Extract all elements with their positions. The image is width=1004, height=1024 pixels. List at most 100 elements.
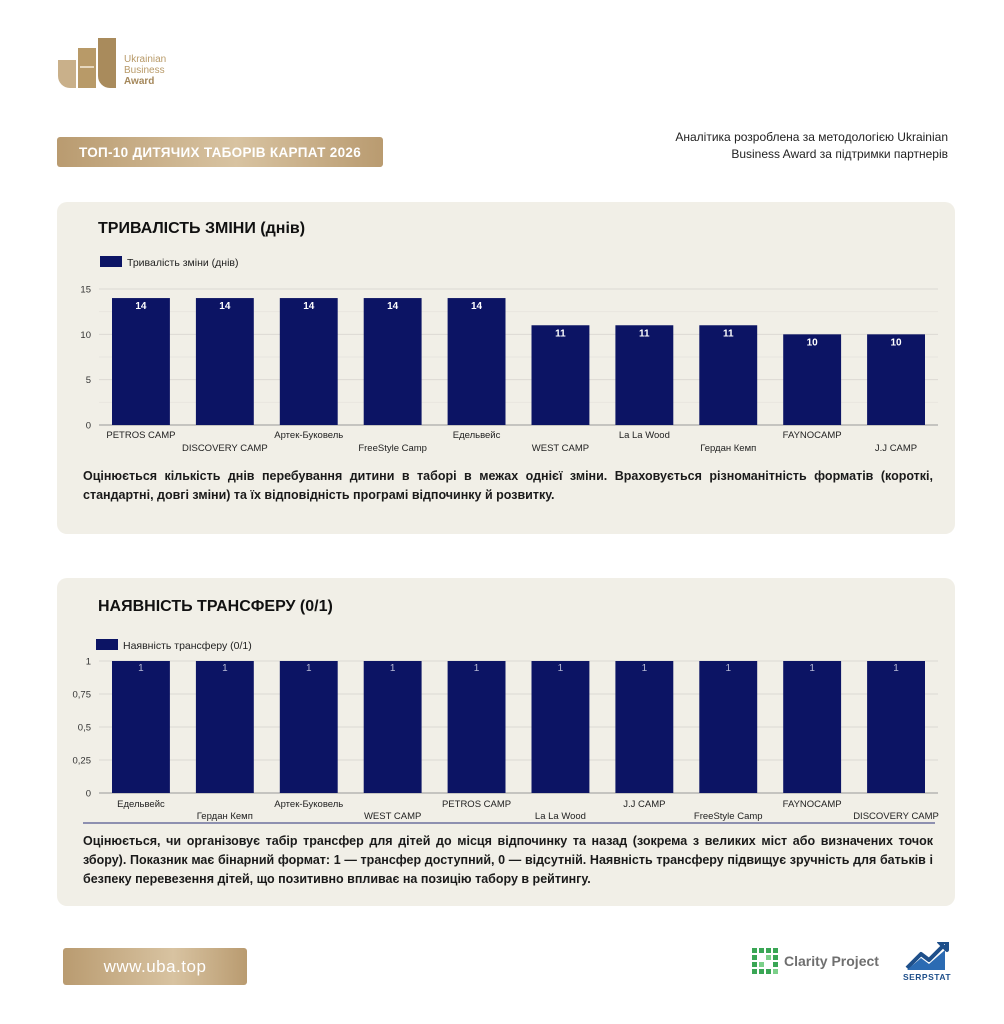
logo-line-1: Ukrainian [124, 54, 167, 65]
legend-swatch [96, 639, 118, 650]
serpstat-label: SERPSTAT [902, 972, 952, 982]
x-tick-label: Артек-Буковель [274, 799, 343, 810]
x-tick-label: Гердан Кемп [197, 811, 253, 822]
x-tick-label: FreeStyle Camp [358, 443, 427, 454]
y-tick-label: 0 [86, 421, 91, 432]
bar [615, 661, 674, 793]
bar [867, 334, 925, 425]
bar [867, 661, 925, 793]
x-tick-label: WEST CAMP [532, 443, 589, 454]
x-tick-label: La La Wood [535, 811, 586, 822]
bar [699, 661, 758, 793]
duration-card: ТРИВАЛІСТЬ ЗМІНИ (днів) Тривалість зміни… [57, 202, 955, 534]
x-tick-label: WEST CAMP [364, 811, 421, 822]
y-tick-label: 0,5 [78, 723, 91, 734]
bar [363, 661, 422, 793]
y-tick-label: 0 [86, 789, 91, 800]
website-link[interactable]: www.uba.top [63, 948, 247, 985]
chart-legend: Наявність трансферу (0/1) [96, 639, 252, 652]
y-tick-label: 10 [80, 330, 91, 341]
transfer-description: Оцінюється, чи організовує табір трансфе… [83, 834, 933, 886]
x-tick-label: J.J CAMP [875, 443, 917, 454]
y-tick-label: 5 [86, 375, 91, 386]
bar [783, 661, 842, 793]
y-tick-label: 0,25 [73, 756, 92, 767]
bar-value-label: 14 [219, 301, 231, 312]
x-tick-label: Гердан Кемп [700, 443, 756, 454]
bar-value-label: 11 [723, 328, 734, 339]
bar-value-label: 14 [387, 301, 399, 312]
transfer-bar-chart: Наявність трансферу (0/1) 0 0,25 0,5 0,75 1 1 Е… [73, 639, 939, 824]
bar [531, 325, 590, 425]
y-tick-label: 0,75 [73, 690, 92, 701]
x-tick-label: La La Wood [619, 430, 670, 441]
analytics-note: Аналітика розроблена за методологією Ukr… [618, 129, 948, 163]
bar-value-label: 1 [642, 663, 648, 674]
transfer-card: НАЯВНІСТЬ ТРАНСФЕРУ (0/1) Наявність тран… [57, 578, 955, 906]
bar-value-label: 1 [390, 663, 396, 674]
duration-description: Оцінюється кількість днів перебування ди… [83, 469, 933, 502]
bar [195, 298, 254, 425]
logo-wordmark: Ukrainian Business Award [124, 54, 166, 87]
bar [699, 325, 758, 425]
x-tick-label: DISCOVERY CAMP [853, 811, 939, 822]
bar [112, 661, 170, 793]
bar-value-label: 1 [725, 663, 731, 674]
bar-value-label: 14 [303, 301, 315, 312]
bar [447, 661, 506, 793]
analytics-note-line-1: Аналітика розроблена за методологією Ukr… [675, 130, 948, 144]
bar [363, 298, 422, 425]
report-title-banner: ТОП-10 ДИТЯЧИХ ТАБОРІВ КАРПАТ 2026 [57, 137, 383, 167]
bar-value-label: 1 [474, 663, 480, 674]
bar-value-label: 11 [639, 328, 650, 339]
clarity-grid-icon [752, 948, 778, 974]
bar-value-label: 1 [809, 663, 815, 674]
bar-value-label: 1 [893, 663, 899, 674]
bar [279, 298, 338, 425]
bar-value-label: 14 [135, 301, 147, 312]
ukrainian-business-award-logo: Ukrainian Business Award [56, 36, 186, 90]
bar [783, 334, 842, 425]
bar [112, 298, 170, 425]
legend-label: Тривалість зміни (днів) [127, 257, 239, 269]
logo-line-2: Business [124, 65, 165, 76]
serpstat-icon [905, 940, 949, 970]
bar [279, 661, 338, 793]
logo-line-3: Award [124, 76, 155, 87]
bar-value-label: 1 [222, 663, 228, 674]
x-tick-label: J.J CAMP [623, 799, 665, 810]
bar-value-label: 10 [890, 337, 902, 348]
bar [195, 661, 254, 793]
x-tick-label: DISCOVERY CAMP [182, 443, 268, 454]
legend-label: Наявність трансферу (0/1) [123, 640, 252, 652]
x-tick-label: Артек-Буковель [274, 430, 343, 441]
uba-logo-icon [58, 38, 116, 88]
x-tick-label: FAYNOCAMP [783, 430, 842, 441]
transfer-chart-title: НАЯВНІСТЬ ТРАНСФЕРУ (0/1) [98, 598, 333, 615]
clarity-project-label: Clarity Project [784, 953, 879, 969]
bar [531, 661, 590, 793]
bar-value-label: 14 [471, 301, 483, 312]
bar-value-label: 10 [807, 337, 819, 348]
analytics-note-line-2: Business Award за підтримки партнерів [731, 147, 948, 161]
bar-value-label: 1 [558, 663, 564, 674]
serpstat-logo: SERPSTAT [901, 940, 953, 982]
bar [615, 325, 674, 425]
legend-swatch [100, 256, 122, 267]
duration-bar-chart: Тривалість зміни (днів) 0 5 10 15 14 PETROS CA… [80, 256, 938, 454]
clarity-project-logo: Clarity Project [752, 948, 879, 974]
x-tick-label: PETROS CAMP [106, 430, 175, 441]
x-tick-label: Едельвейс [117, 799, 165, 810]
duration-chart-title: ТРИВАЛІСТЬ ЗМІНИ (днів) [98, 220, 306, 237]
bar-value-label: 1 [138, 663, 144, 674]
x-tick-label: Едельвейс [453, 430, 501, 441]
x-tick-label: FAYNOCAMP [783, 799, 842, 810]
y-tick-label: 1 [86, 657, 91, 668]
x-tick-label: PETROS CAMP [442, 799, 511, 810]
chart-legend: Тривалість зміни (днів) [100, 256, 239, 269]
y-tick-label: 15 [80, 285, 91, 296]
bar-value-label: 1 [306, 663, 312, 674]
bar-value-label: 11 [555, 328, 566, 339]
x-tick-label: FreeStyle Camp [694, 811, 763, 822]
bar [447, 298, 506, 425]
